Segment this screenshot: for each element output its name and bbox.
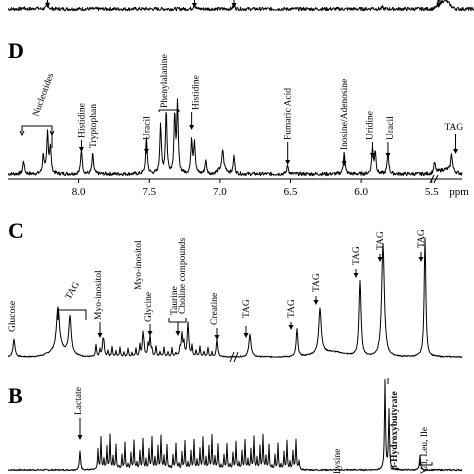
- annotation-arrowhead: [341, 161, 347, 166]
- annotation-arrowhead: [143, 149, 149, 154]
- annotation-myo-inositol: Myo-inositol: [94, 270, 104, 320]
- annotation-arrowhead: [77, 435, 83, 440]
- x-axis-unit: ppm: [449, 186, 469, 198]
- top-arrows: [45, 0, 442, 8]
- annotation-arrowhead: [97, 333, 103, 338]
- annotation-tag-c: TAG: [242, 299, 252, 318]
- x-tick-label: 5.5: [425, 186, 439, 198]
- arrow-head: [45, 3, 51, 8]
- annotation-uracil: Uracil: [142, 116, 152, 140]
- axis-break: [429, 174, 435, 184]
- annotation-glucose: Glucose: [8, 301, 18, 332]
- annotation-arrowhead: [377, 257, 383, 262]
- spectrum-trace-b: [7, 378, 463, 472]
- annotation-lysine: Lysine: [333, 449, 343, 474]
- annotation-histidine: Histidine: [77, 103, 87, 138]
- x-tick-label: 6.0: [354, 186, 368, 198]
- bracket: [158, 109, 180, 112]
- annotation-arrowhead: [189, 125, 195, 130]
- spectrum-trace-c: [7, 237, 463, 358]
- annotation-arrowhead: [285, 160, 291, 165]
- annotation-phenylalanine: Phenylalanine: [160, 54, 170, 108]
- annotation-arrowhead: [214, 335, 220, 340]
- annotation-tag-c: TAG: [287, 299, 297, 318]
- annotation-creatine: Creatine: [210, 293, 220, 325]
- x-tick-label: 6.5: [284, 186, 298, 198]
- axis-break: [229, 351, 235, 363]
- axis-break: [433, 174, 439, 184]
- annotation-uracil-2: Uracil: [386, 116, 396, 140]
- annotation-arrowhead: [418, 257, 424, 262]
- x-tick-label: 7.0: [213, 186, 227, 198]
- annotation-arrowhead: [353, 273, 359, 278]
- annotation-histidine-2: Histidine: [192, 75, 202, 110]
- annotation-nucleotides: Nucleotides: [31, 72, 56, 118]
- annotation-tag-c: TAG: [417, 229, 427, 248]
- bracket: [419, 462, 433, 466]
- annotation-val-leu-ile: Val, Leu, Ile: [420, 427, 430, 474]
- spectrum-trace-top: [7, 0, 474, 12]
- arrow-head: [231, 3, 237, 8]
- bracket: [57, 309, 87, 320]
- annotation-arrowhead: [175, 331, 181, 336]
- annotation-tag-c: TAG: [376, 231, 386, 250]
- annotation-taurine: Taurine: [170, 286, 180, 315]
- spectrum-trace-d: [7, 98, 463, 177]
- annotation-arrowhead: [385, 153, 391, 158]
- annotation-tag-c1: TAG: [64, 280, 82, 301]
- panel-letter-c: C: [8, 218, 24, 243]
- annotation-arrowhead: [453, 149, 459, 154]
- bracket: [168, 318, 187, 323]
- panel-letter-d: D: [8, 38, 24, 63]
- annotation-tryptophan: Tryptophan: [89, 104, 99, 148]
- axis-break: [233, 351, 239, 363]
- x-tick-label: 7.5: [142, 186, 156, 198]
- bracket-tick: [19, 130, 25, 137]
- annotation-inosine-adenosine: Inosine/Adenosine: [340, 79, 350, 150]
- x-tick-label: 8.0: [72, 186, 86, 198]
- annotation-fumaric-acid: Fumaric Acid: [284, 88, 294, 140]
- annotation-hydroxybutyrate: β-Hydroxybutyrate: [390, 391, 400, 470]
- annotation-uridine: Uridine: [365, 111, 375, 140]
- annotation-arrowhead: [243, 333, 249, 338]
- panel-top: [7, 0, 474, 12]
- annotations-b: Lactate Lysine β-Hydroxybutyrate Val, Leu, …: [74, 378, 433, 474]
- annotation-glycine: Glycine: [144, 292, 154, 322]
- annotation-tag-c: TAG: [312, 273, 322, 292]
- annotation-myo-inositol-2: Myo-inositol: [134, 240, 144, 290]
- annotation-tag: TAG: [445, 123, 464, 133]
- annotation-arrowhead: [147, 331, 153, 336]
- arrow-head: [191, 3, 197, 8]
- panel-b: B Lactate Lysine β-Hydroxybutyrate Val, Leu…: [7, 378, 463, 474]
- annotation-arrowhead: [78, 147, 84, 152]
- annotation-arrowhead: [288, 325, 294, 330]
- ppm-axis-d: 8.0 7.5 7.0 6.5 6.0 5.5 ppm: [8, 174, 469, 198]
- panel-d: D 8.0 7.5 7.0 6.5 6.0 5.5 ppm Nucleotides Histi…: [7, 38, 469, 198]
- arrow-head: [436, 3, 442, 8]
- panel-letter-b: B: [8, 383, 23, 408]
- annotation-arrowhead: [313, 300, 319, 305]
- annotation-lactate: Lactate: [74, 387, 84, 415]
- annotation-arrowhead: [369, 153, 375, 158]
- annotation-tag-c: TAG: [352, 246, 362, 265]
- annotation-choline: Choline compounds: [178, 237, 188, 314]
